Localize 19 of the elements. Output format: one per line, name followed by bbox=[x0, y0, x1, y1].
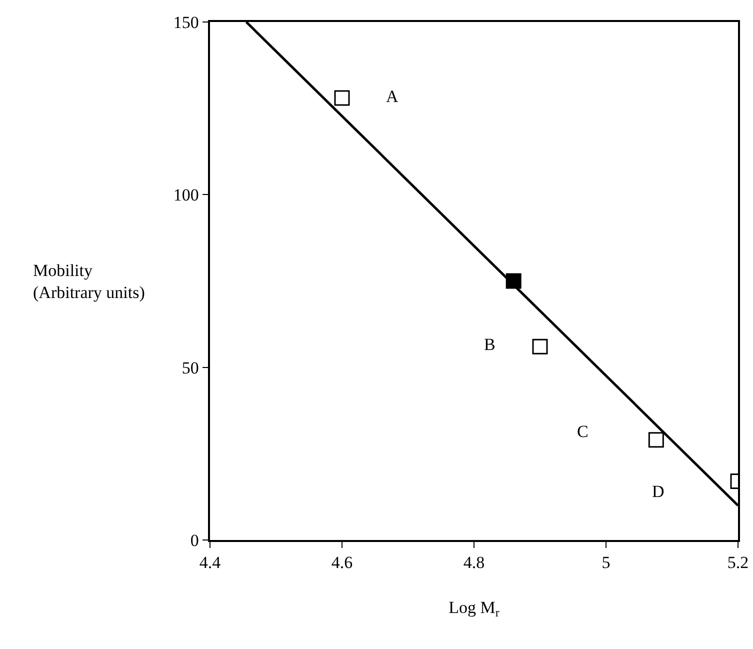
point bbox=[506, 273, 522, 289]
x-tick-label: 5.2 bbox=[727, 553, 749, 572]
x-tick-label: 4.4 bbox=[199, 553, 222, 572]
annotation: C bbox=[577, 422, 588, 441]
point bbox=[648, 432, 664, 448]
annotation: A bbox=[386, 87, 399, 106]
x-tick-label: 5 bbox=[602, 553, 610, 572]
x-axis-title: Log M$_{r}$ bbox=[448, 598, 500, 620]
point bbox=[532, 338, 548, 354]
annotation: B bbox=[484, 335, 496, 354]
y-tick-label: 150 bbox=[173, 12, 199, 32]
x-tick-label: 4.8 bbox=[463, 553, 485, 572]
annotation: D bbox=[652, 482, 664, 501]
point bbox=[334, 90, 350, 106]
y-tick-label: 100 bbox=[173, 186, 199, 205]
y-tick-label: 50 bbox=[182, 358, 199, 378]
x-tick-label: 4.6 bbox=[331, 553, 353, 572]
y-axis-title: Mobility (Arbitrary units) bbox=[33, 261, 145, 302]
y-tick-label: 0 bbox=[190, 530, 199, 550]
